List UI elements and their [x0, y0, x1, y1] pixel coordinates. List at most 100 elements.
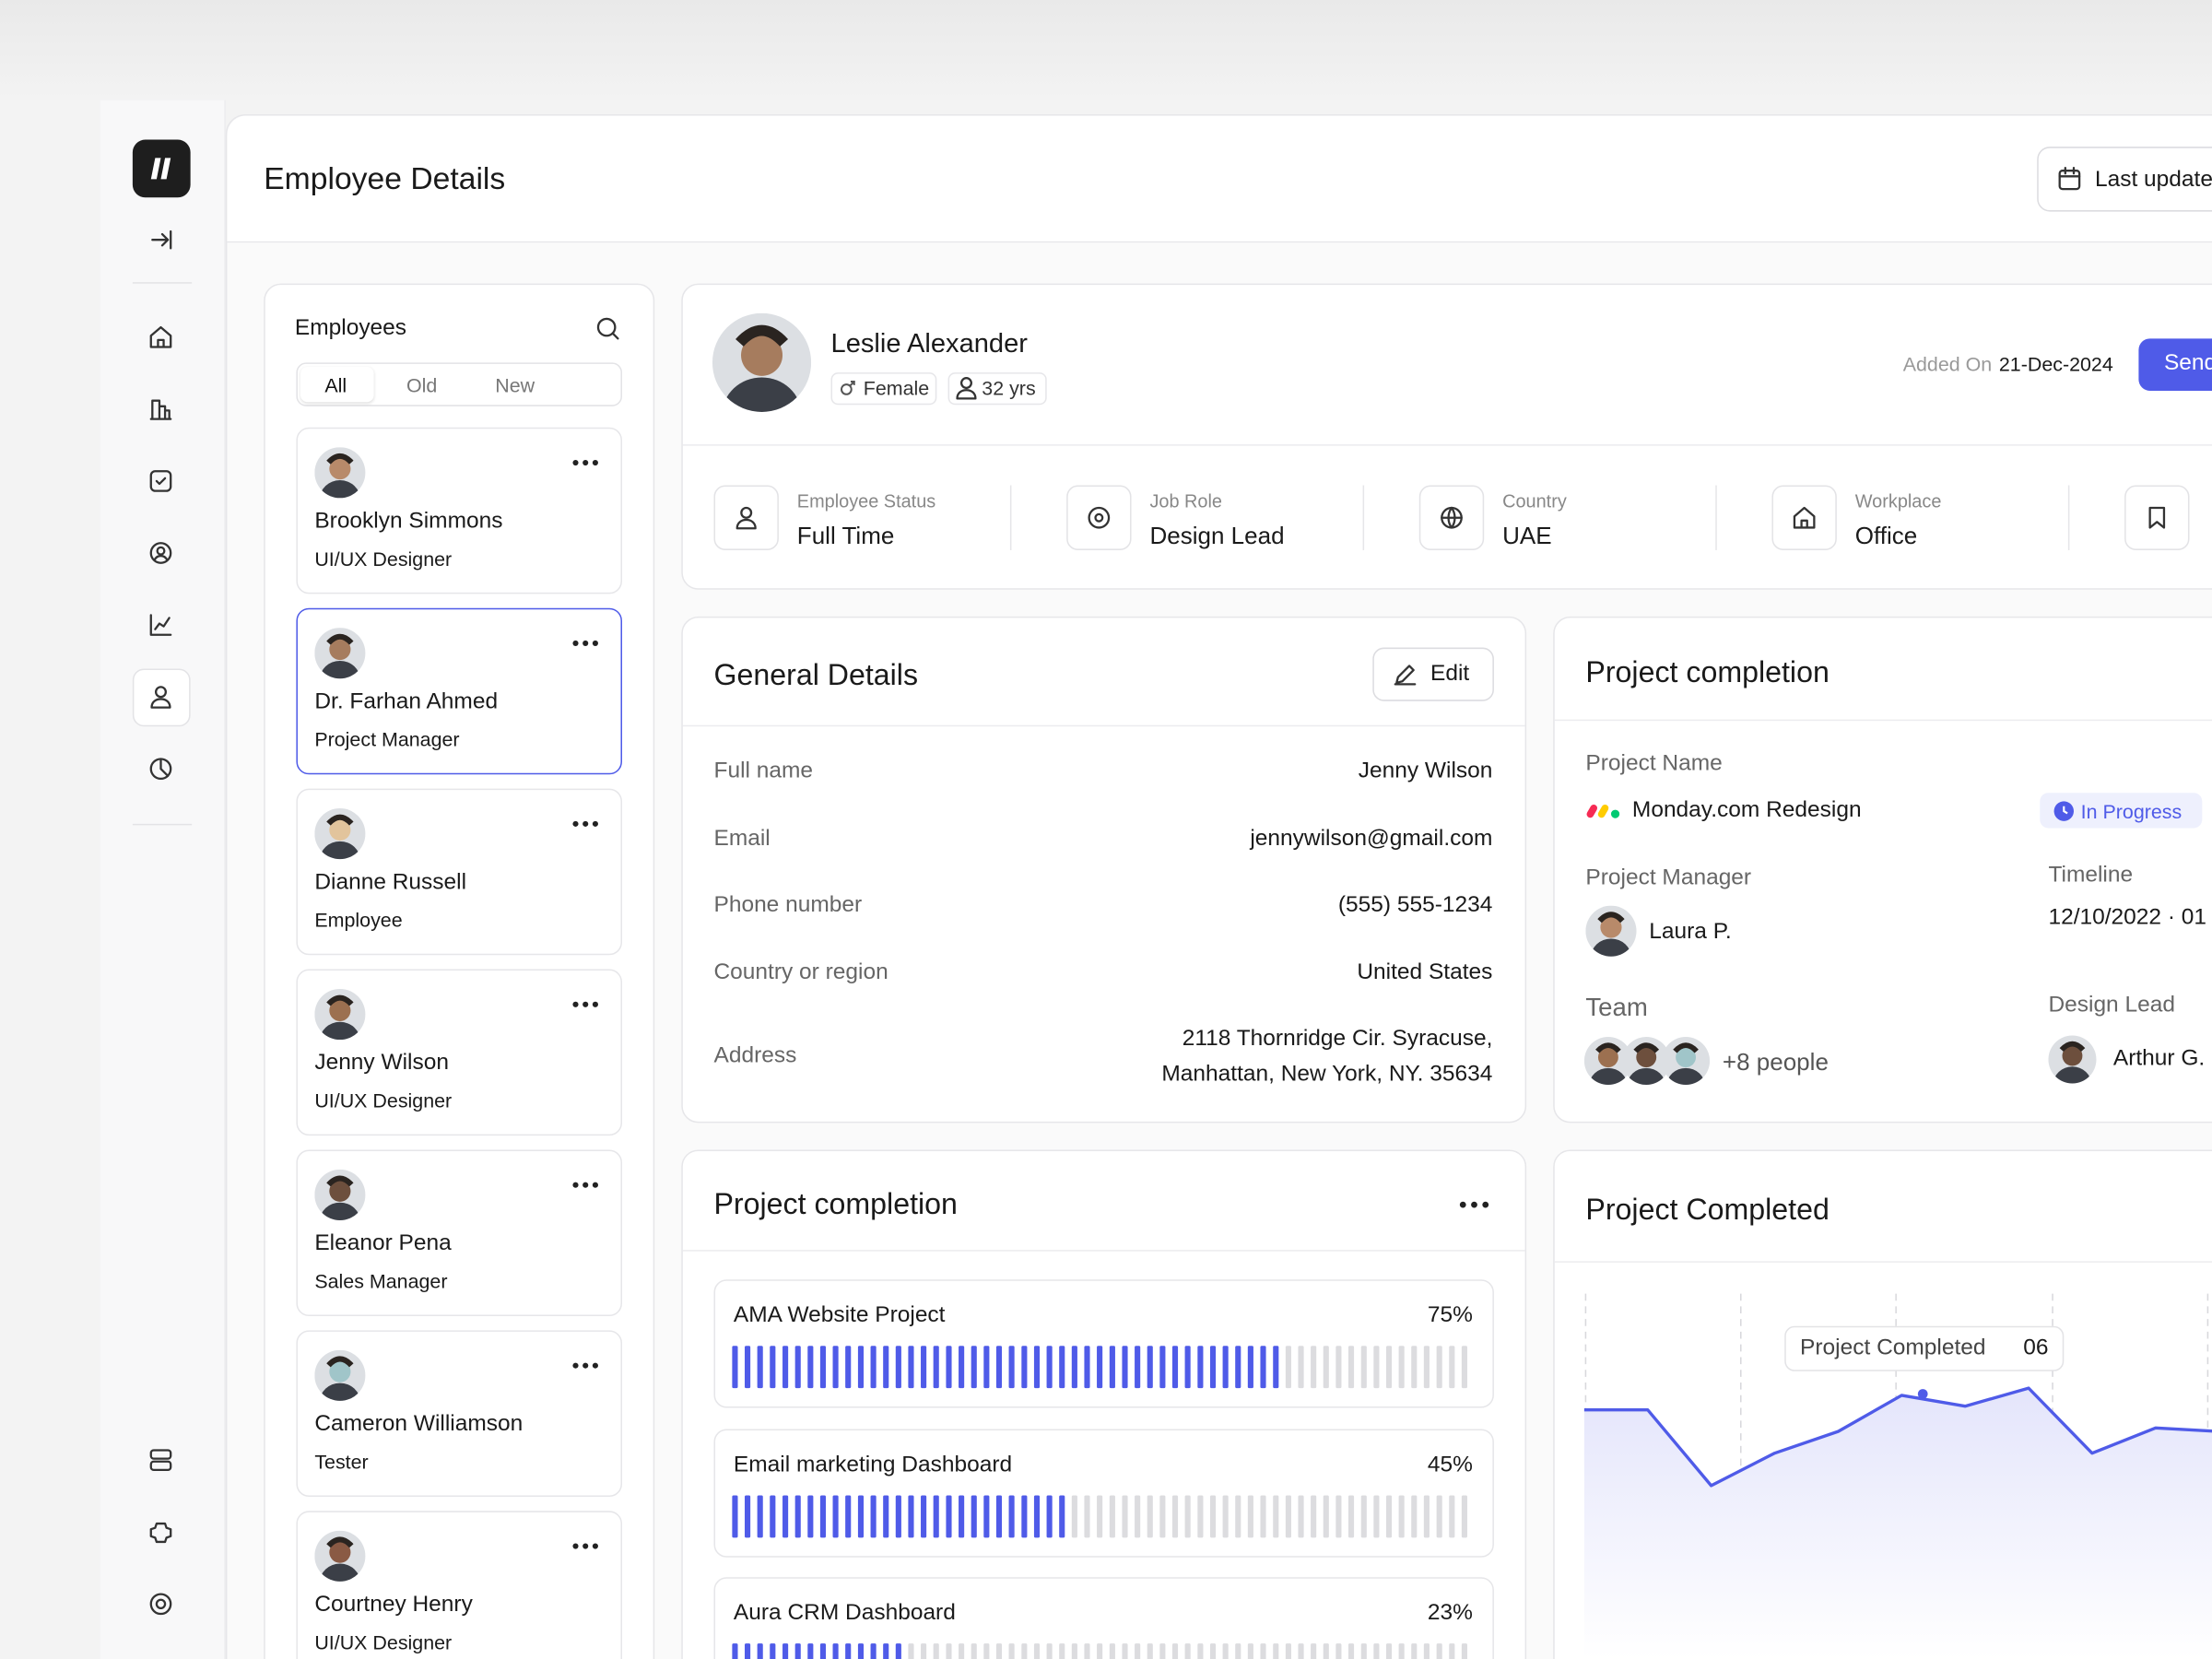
stat-label: Country: [1502, 489, 1567, 512]
project-name: Aura CRM Dashboard: [733, 1601, 956, 1626]
progress-bar: [732, 1643, 1467, 1659]
field-label: Email: [713, 826, 771, 851]
field-label: Design Lead: [2048, 993, 2175, 1018]
page-title: Employee Details: [264, 160, 506, 196]
divider: [682, 724, 1525, 727]
tab[interactable]: New: [495, 373, 535, 397]
employee-avatar: [314, 1349, 366, 1401]
logo-mark: [150, 158, 171, 180]
nav-icon: [149, 758, 172, 781]
progress-bar: [732, 1494, 1467, 1537]
divider: [2067, 485, 2070, 550]
field-label: Project Name: [1585, 751, 1723, 776]
edit-icon: [1394, 665, 1417, 686]
profile-avatar: [712, 312, 812, 412]
divider: [132, 823, 193, 826]
project-percent: 45%: [1427, 1452, 1473, 1477]
card-title: Project completion: [1585, 656, 1830, 689]
tooltip: [1784, 1325, 2065, 1371]
employee-role: Tester: [314, 1450, 369, 1473]
nav-icon: [150, 686, 171, 709]
employee-role: UI/UX Designer: [314, 1630, 453, 1653]
employee-avatar: [314, 808, 366, 860]
last-update-label[interactable]: Last update: [2094, 168, 2212, 193]
card-title: Project completion: [713, 1188, 958, 1221]
employee-role: UI/UX Designer: [314, 1088, 453, 1112]
tab-active[interactable]: [300, 366, 374, 403]
field-label: Full name: [713, 759, 814, 783]
card-title: General Details: [713, 659, 919, 692]
team-avatar: [1662, 1036, 1711, 1086]
employee-name: Eleanor Pena: [314, 1231, 452, 1256]
field-value: jennywilson@gmail.com: [1250, 826, 1493, 851]
card-title: Project Completed: [1585, 1194, 1830, 1227]
employee-name: Brooklyn Simmons: [314, 509, 503, 534]
project-progress: [713, 1428, 1494, 1558]
line-chart: [1583, 1293, 2212, 1659]
project-percent: 23%: [1427, 1601, 1473, 1626]
line: [1583, 1386, 2212, 1488]
divider: [1009, 485, 1012, 550]
more-icon: [572, 459, 598, 466]
more-icon: [1459, 1201, 1489, 1208]
nav-icon: [149, 325, 172, 348]
divider: [1554, 719, 2212, 722]
gender: Female: [863, 376, 930, 400]
stat-label: Employee Status: [796, 489, 936, 512]
panel-title: Employees: [294, 315, 407, 340]
area: [1583, 1388, 2212, 1659]
employee-avatar: [314, 1530, 366, 1582]
stat-icon-box: [2124, 485, 2190, 550]
send-button[interactable]: [2138, 338, 2212, 391]
monday-logo: [1586, 804, 1620, 818]
employee-name: Courtney Henry: [314, 1593, 473, 1618]
edit-label[interactable]: Edit: [1430, 661, 1470, 686]
edit-button[interactable]: [1372, 647, 1494, 701]
divider: [682, 1250, 1525, 1252]
added-on: 21-Dec-2024: [1998, 352, 2113, 376]
design-lead: Arthur G.: [2112, 1046, 2206, 1071]
send-label[interactable]: Send: [2163, 351, 2212, 376]
more-icon: [572, 640, 598, 647]
search-icon: [596, 317, 619, 340]
field-label: Timeline: [2048, 863, 2134, 888]
stat-value: Full Time: [796, 523, 895, 550]
project-card: [1553, 616, 2212, 1124]
progress-fill: [732, 1643, 901, 1659]
divider: [1715, 485, 1717, 550]
employee-name: Cameron Williamson: [314, 1412, 524, 1437]
tab[interactable]: Old: [406, 373, 438, 397]
profile-name: Leslie Alexander: [830, 329, 1028, 359]
stat-value: Design Lead: [1149, 523, 1285, 550]
timeline: 12/10/2022 · 01: [2048, 905, 2207, 930]
last-update-button[interactable]: [2037, 147, 2212, 212]
nav-icon: [149, 1593, 172, 1616]
status-icon: [2053, 801, 2074, 821]
more-icon: [572, 1001, 598, 1007]
employee-card[interactable]: [296, 1330, 622, 1497]
employee-role: Employee: [314, 908, 403, 932]
profile-card: [681, 283, 2212, 590]
team-more: +8 people: [1722, 1049, 1829, 1077]
project-percent: 75%: [1427, 1303, 1473, 1328]
collapse-icon: [151, 229, 172, 250]
employee-avatar: [314, 1169, 366, 1220]
tab[interactable]: All: [324, 373, 347, 397]
more-icon: [572, 1182, 598, 1188]
field-label: Phone number: [713, 892, 863, 917]
sidebar: [100, 100, 226, 1659]
divider: [682, 444, 2212, 446]
nav-icon: [149, 1522, 172, 1544]
field-label: Country or region: [713, 960, 888, 985]
divider: [132, 282, 193, 284]
progress-bar: [732, 1346, 1467, 1389]
more-icon: [572, 1362, 598, 1369]
nav-icon: [149, 614, 172, 636]
stat-icon-box: [1771, 485, 1837, 550]
logo: [132, 139, 191, 198]
lead-avatar: [2048, 1035, 2097, 1084]
nav-icon: [149, 470, 172, 492]
manager-avatar: [1585, 905, 1637, 957]
